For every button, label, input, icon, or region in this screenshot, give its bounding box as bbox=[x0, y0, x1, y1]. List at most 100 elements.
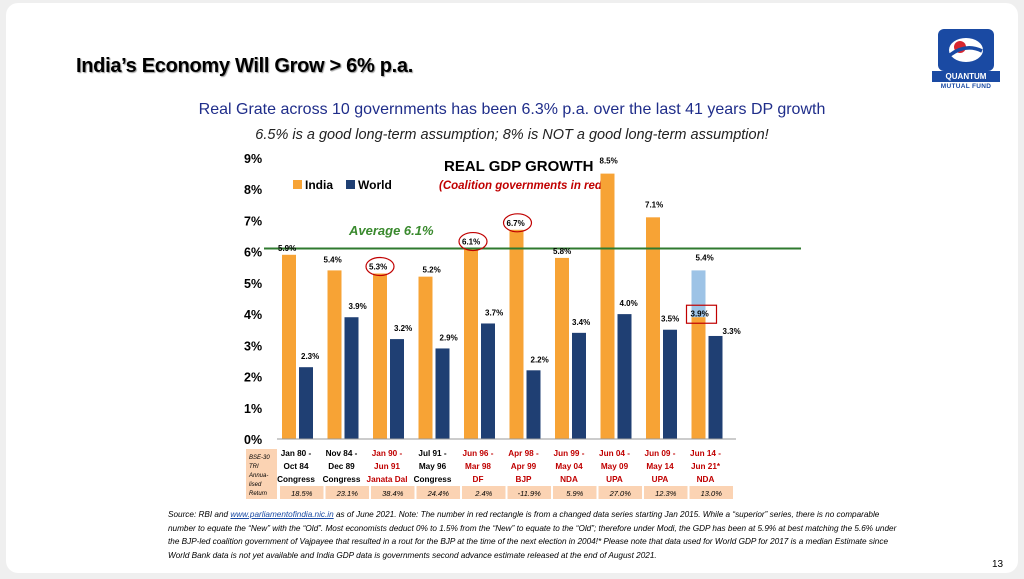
quantum-logo: QUANTUM MUTUAL FUND bbox=[932, 25, 1000, 95]
world-bar bbox=[481, 323, 495, 439]
legend-label-world: World bbox=[358, 178, 392, 192]
india-value-label: 7.1% bbox=[645, 200, 663, 209]
new-series-box bbox=[685, 304, 718, 324]
returns-label-bg bbox=[246, 449, 277, 499]
y-tick-label: 4% bbox=[244, 308, 262, 322]
slide: India’s Economy Will Grow > 6% p.a. Real… bbox=[6, 3, 1018, 573]
returns-cell-bg bbox=[644, 486, 688, 499]
logo-badge bbox=[938, 29, 994, 71]
returns-value: 23.1% bbox=[336, 489, 359, 498]
india-value-label: 5.4% bbox=[696, 253, 714, 262]
india-value-label: 6.7% bbox=[507, 219, 525, 228]
coalition-circle bbox=[458, 231, 488, 252]
india-value-label: 5.4% bbox=[324, 255, 342, 264]
world-value-label: 3.2% bbox=[394, 324, 412, 333]
world-value-label: 3.7% bbox=[485, 308, 503, 317]
india-bar bbox=[509, 229, 524, 439]
coalition-circle bbox=[365, 256, 395, 277]
category-party: NDA bbox=[697, 475, 715, 484]
logo-emblem-icon bbox=[948, 38, 983, 62]
category-label-line2: Apr 99 bbox=[511, 462, 537, 471]
world-value-label: 3.9% bbox=[349, 302, 367, 311]
world-value-label: 2.3% bbox=[301, 352, 319, 361]
category-label-line1: Jun 09 - bbox=[645, 449, 676, 458]
category-party: NDA bbox=[560, 475, 578, 484]
world-bar bbox=[299, 367, 313, 439]
returns-cell-bg bbox=[371, 486, 415, 499]
returns-cell-bg bbox=[280, 486, 324, 499]
source-link[interactable]: www.parliamentofindia.nic.in bbox=[230, 510, 334, 519]
y-tick-label: 8% bbox=[244, 183, 262, 197]
page-number: 13 bbox=[992, 559, 1004, 570]
category-party: Congress bbox=[277, 475, 315, 484]
india-bar bbox=[327, 270, 342, 439]
category-party: UPA bbox=[606, 475, 623, 484]
legend-label-india: India bbox=[305, 178, 333, 192]
y-tick-label: 6% bbox=[244, 246, 262, 260]
category-party: DF bbox=[473, 475, 484, 484]
india-value-label: 5.2% bbox=[423, 266, 441, 275]
category-party: Congress bbox=[414, 475, 452, 484]
y-tick-label: 0% bbox=[244, 433, 262, 447]
category-label-line2: May 96 bbox=[419, 462, 447, 471]
category-label-line2: Dec 89 bbox=[328, 462, 355, 471]
category-label-line1: Nov 84 - bbox=[326, 449, 358, 458]
source-text: as of June 2021. Note: The number in red… bbox=[168, 510, 897, 560]
india-bar bbox=[600, 173, 615, 439]
chart-subtitle: (Coalition governments in red) bbox=[439, 180, 606, 192]
india-bar bbox=[373, 273, 387, 439]
world-bar bbox=[526, 370, 541, 439]
category-label-line2: Oct 84 bbox=[283, 462, 308, 471]
chart-title: REAL GDP GROWTH bbox=[444, 158, 593, 175]
returns-value: 24.4% bbox=[427, 489, 450, 498]
india-value-label: 5.8% bbox=[553, 247, 571, 256]
india-bar bbox=[646, 217, 660, 439]
returns-label-line: TRI bbox=[249, 464, 259, 470]
category-party: Janata Dal bbox=[367, 475, 408, 484]
india-value-label: 6.1% bbox=[462, 238, 480, 247]
india-bar bbox=[418, 276, 433, 439]
category-label-line1: Jul 91 - bbox=[418, 449, 446, 458]
world-bar bbox=[435, 348, 450, 439]
world-value-label: 3.3% bbox=[723, 327, 741, 336]
coalition-circle bbox=[502, 213, 533, 233]
category-label-line1: Jun 96 - bbox=[463, 449, 494, 458]
returns-cell-bg bbox=[598, 486, 642, 499]
returns-cell-bg bbox=[553, 486, 597, 499]
returns-cell-bg bbox=[507, 486, 551, 499]
y-tick-label: 2% bbox=[244, 371, 262, 385]
returns-cell-bg bbox=[416, 486, 460, 499]
legend-swatch-india bbox=[293, 180, 302, 189]
india-bar bbox=[555, 257, 569, 439]
returns-cell-bg bbox=[325, 486, 369, 499]
category-label-line1: Jun 14 - bbox=[690, 449, 721, 458]
returns-value: 13.0% bbox=[701, 489, 723, 498]
category-party: BJP bbox=[516, 475, 532, 484]
page-subtitle: Real Grate across 10 governments has bee… bbox=[198, 101, 826, 118]
category-label-line2: May 09 bbox=[601, 462, 629, 471]
logo-text-mutual-fund: MUTUAL FUND bbox=[940, 83, 992, 90]
average-label: Average 6.1% bbox=[348, 223, 434, 238]
world-bar bbox=[663, 329, 677, 439]
category-label-line1: Apr 98 - bbox=[508, 449, 539, 458]
returns-value: 18.5% bbox=[291, 489, 313, 498]
source-prefix: Source: RBI and bbox=[168, 510, 231, 519]
world-bar bbox=[572, 332, 586, 439]
world-bar bbox=[390, 339, 404, 439]
returns-label-line: Annua- bbox=[248, 473, 268, 479]
category-party: Congress bbox=[323, 475, 361, 484]
category-party: UPA bbox=[652, 475, 669, 484]
india-value-label: 5.3% bbox=[369, 263, 387, 272]
returns-value: 27.0% bbox=[609, 489, 632, 498]
category-label-line1: Jun 04 - bbox=[599, 449, 630, 458]
world-bar bbox=[617, 314, 632, 439]
legend-swatch-world bbox=[346, 180, 355, 189]
y-tick-label: 1% bbox=[244, 402, 262, 416]
y-tick-label: 5% bbox=[244, 277, 262, 291]
world-value-label: 2.2% bbox=[531, 355, 549, 364]
returns-value: 2.4% bbox=[474, 489, 492, 498]
returns-label-line: BSE-30 bbox=[249, 455, 270, 461]
india-old-series-label: 3.9% bbox=[691, 310, 709, 319]
india-bar bbox=[282, 254, 296, 439]
world-value-label: 2.9% bbox=[440, 333, 458, 342]
